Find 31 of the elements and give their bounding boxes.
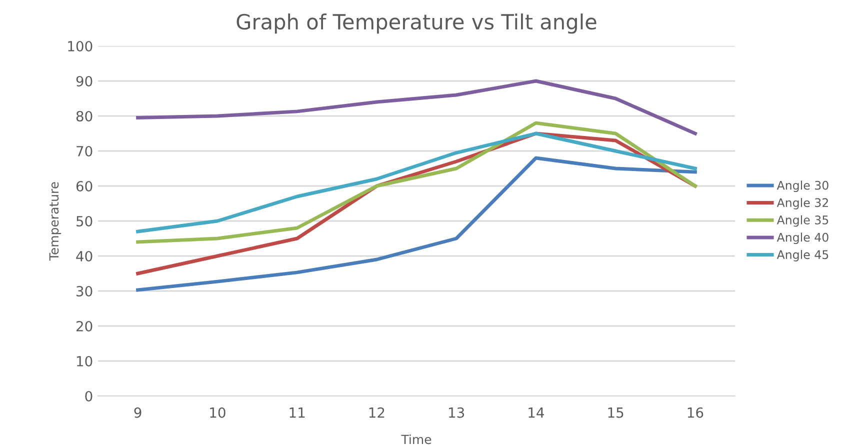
legend-label: Angle 32 xyxy=(776,198,828,210)
x-axis-title: Time xyxy=(401,434,432,444)
legend-label: Angle 35 xyxy=(776,215,828,227)
y-tick-label: 20 xyxy=(76,320,92,332)
x-tick-label: 13 xyxy=(449,407,464,418)
y-tick-label: 100 xyxy=(68,40,92,52)
y-tick-label: 30 xyxy=(76,286,92,296)
x-tick-label: 16 xyxy=(688,407,704,418)
x-tick-label: 10 xyxy=(210,407,226,418)
x-tick-label: 12 xyxy=(369,407,384,418)
x-tick-label: 14 xyxy=(528,408,544,418)
y-tick-label: 10 xyxy=(76,356,92,366)
y-tick-label: 80 xyxy=(76,110,92,122)
line-series xyxy=(136,132,697,234)
y-axis-title: Temperature xyxy=(49,182,62,261)
y-tick-label: 40 xyxy=(76,250,92,262)
legend-label: Angle 30 xyxy=(776,180,828,192)
y-tick-label: 0 xyxy=(85,390,92,402)
y-tick-label: 90 xyxy=(76,76,92,86)
y-tick-label: 60 xyxy=(76,180,92,192)
x-tick-label: 15 xyxy=(608,408,624,418)
x-tick-label: 9 xyxy=(134,407,142,418)
legend-label: Angle 45 xyxy=(776,250,828,262)
y-tick-label: 50 xyxy=(76,216,92,226)
chart-title: Graph of Temperature vs Tilt angle xyxy=(236,14,596,34)
legend-label: Angle 40 xyxy=(776,232,828,244)
line-series xyxy=(136,121,697,244)
line-series xyxy=(136,79,697,136)
line-series xyxy=(136,156,697,292)
y-tick-label: 70 xyxy=(76,146,92,156)
x-tick-label: 11 xyxy=(290,408,305,418)
